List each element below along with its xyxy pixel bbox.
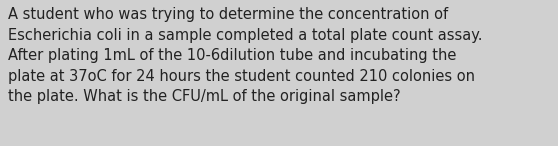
Text: A student who was trying to determine the concentration of
Escherichia coli in a: A student who was trying to determine th… [8, 7, 483, 104]
